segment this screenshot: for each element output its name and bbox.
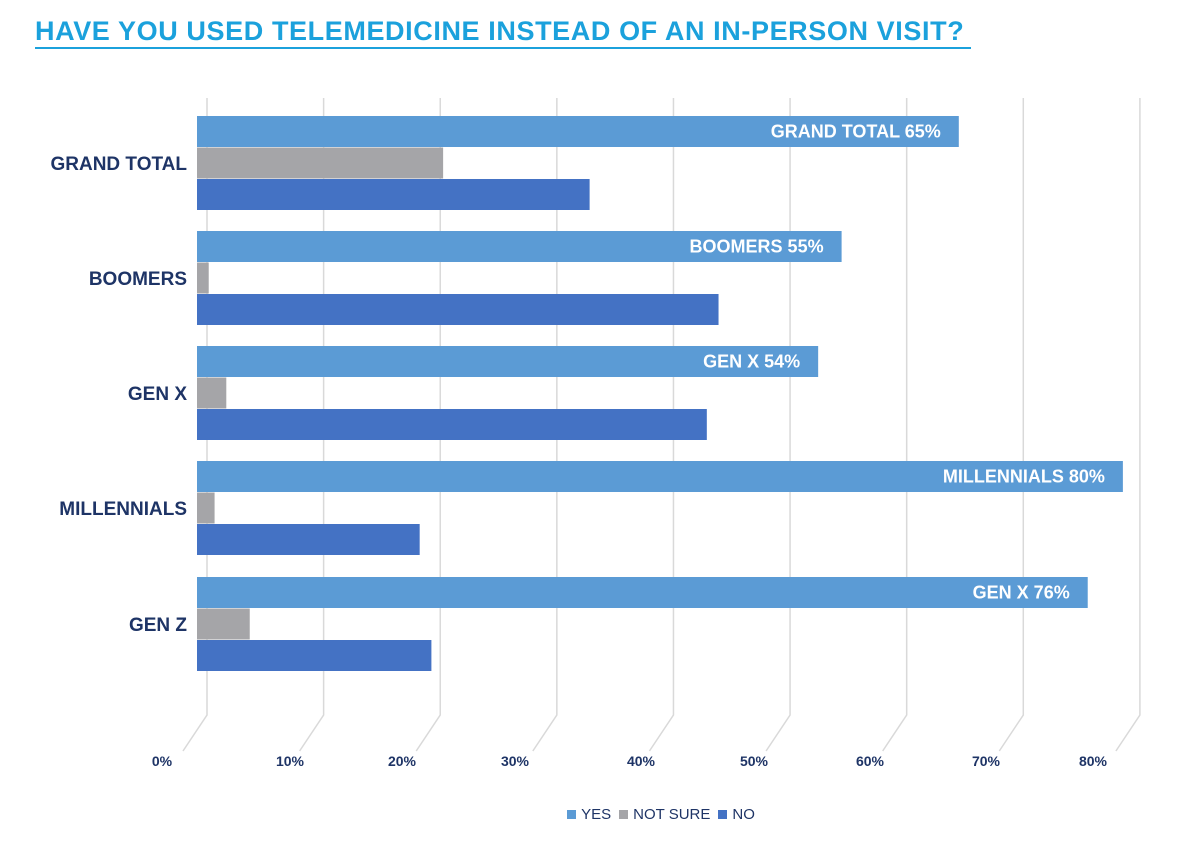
legend-item: YES <box>567 806 611 823</box>
bar-data-label: GRAND TOTAL 65% <box>771 122 941 142</box>
legend-swatch <box>567 810 577 819</box>
bar-yes <box>197 116 959 147</box>
bar-no <box>197 294 719 325</box>
legend-swatch <box>619 810 629 819</box>
gridline <box>882 98 908 752</box>
gridline <box>1115 98 1141 752</box>
category-label: BOOMERS <box>89 269 187 290</box>
x-tick-label: 20% <box>388 753 417 769</box>
x-tick-label: 70% <box>972 753 1001 769</box>
category-label: GEN Z <box>129 615 187 636</box>
x-tick-label: 10% <box>276 753 305 769</box>
bar-not-sure <box>197 492 215 524</box>
x-axis-ticks: 0% 10% 20% 30% 40% 50% 60% 70% 80% <box>152 753 1108 769</box>
bar-not-sure <box>197 608 250 640</box>
x-tick-label: 60% <box>856 753 885 769</box>
legend-item: NO <box>718 806 755 823</box>
bar-yes <box>197 231 842 262</box>
title-underline <box>35 47 971 49</box>
bar-no <box>197 409 707 440</box>
category-labels: GRAND TOTAL BOOMERS GEN X MILLENNIALS GEN Z <box>50 154 187 636</box>
x-tick-label: 40% <box>627 753 656 769</box>
bar-not-sure <box>197 147 444 179</box>
x-tick-label: 50% <box>740 753 769 769</box>
bar-data-label: BOOMERS 55% <box>690 237 824 257</box>
legend-label: YES <box>581 806 612 823</box>
category-label: GRAND TOTAL <box>50 154 187 175</box>
bar-yes <box>197 461 1123 492</box>
chart-title: HAVE YOU USED TELEMEDICINE INSTEAD OF AN… <box>35 16 965 46</box>
legend-label: NO <box>732 806 755 823</box>
x-tick-label: 80% <box>1079 753 1108 769</box>
bar-yes <box>197 577 1088 608</box>
legend-item: NOT SURE <box>619 806 710 823</box>
bar-data-label: GEN X 76% <box>973 583 1070 603</box>
legend-swatch <box>718 810 728 819</box>
bar-not-sure <box>197 262 209 294</box>
bar-no <box>197 524 420 555</box>
bar-no <box>197 640 432 671</box>
bar-not-sure <box>197 377 227 409</box>
bar-data-label: MILLENNIALS 80% <box>943 467 1105 487</box>
category-label: MILLENNIALS <box>59 499 187 520</box>
bars: GRAND TOTAL 65% BOOMERS 55% GEN X 54% MILLE… <box>197 116 1123 671</box>
x-tick-label: 30% <box>501 753 530 769</box>
bar-no <box>197 179 590 210</box>
category-label: GEN X <box>128 384 187 405</box>
x-tick-label: 0% <box>152 753 173 769</box>
bar-yes <box>197 346 819 377</box>
legend-label: NOT SURE <box>633 806 711 823</box>
gridline <box>765 98 791 752</box>
bar-chart: GRAND TOTAL 65% BOOMERS 55% GEN X 54% MILLE… <box>50 98 1141 769</box>
legend: YES NOT SURE NO <box>0 806 1200 823</box>
gridline <box>998 98 1025 752</box>
bar-data-label: GEN X 54% <box>703 352 800 372</box>
